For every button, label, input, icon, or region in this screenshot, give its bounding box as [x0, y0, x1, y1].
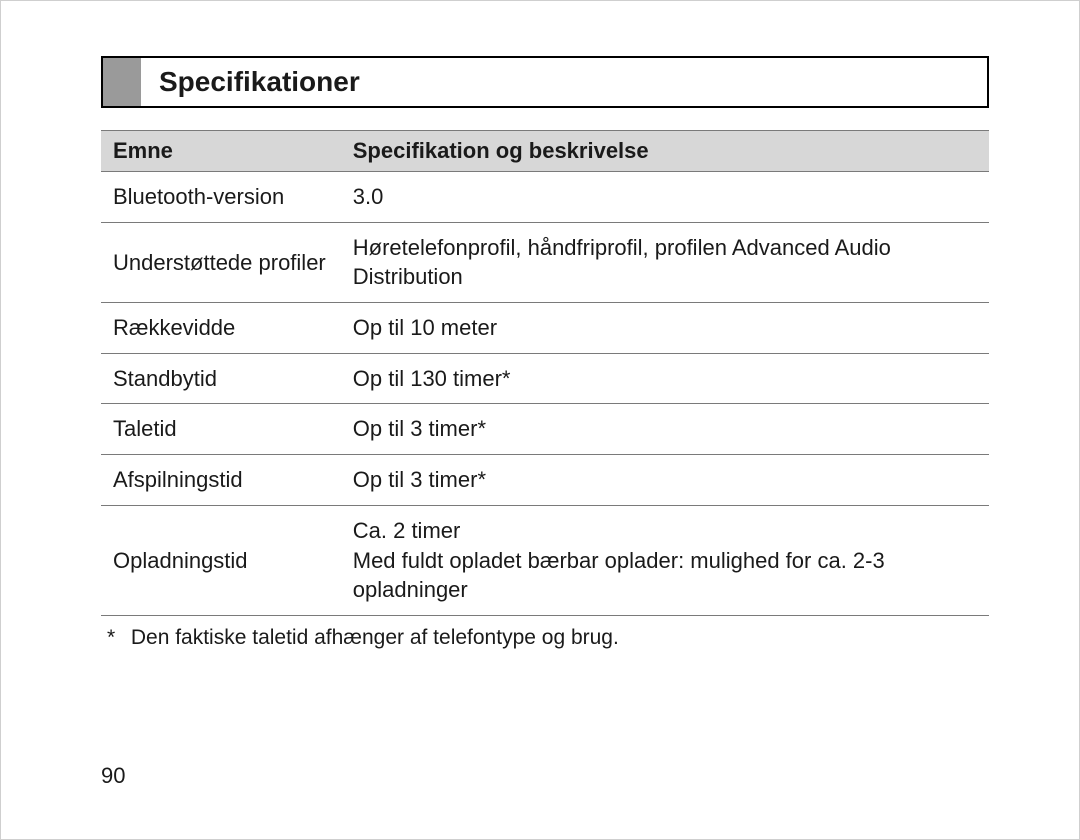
spec-value: Ca. 2 timerMed fuldt opladet bærbar opla…: [341, 505, 989, 615]
specifications-table: Emne Specifikation og beskrivelse Blueto…: [101, 130, 989, 616]
section-title: Specifikationer: [141, 58, 360, 106]
spec-value: Op til 130 timer*: [341, 353, 989, 404]
col-header-description: Specifikation og beskrivelse: [341, 131, 989, 172]
spec-value: 3.0: [341, 172, 989, 223]
title-accent-block: [103, 58, 141, 106]
spec-key: Opladningstid: [101, 505, 341, 615]
spec-value: Op til 10 meter: [341, 303, 989, 354]
table-row: Opladningstid Ca. 2 timerMed fuldt oplad…: [101, 505, 989, 615]
spec-key: Taletid: [101, 404, 341, 455]
spec-key: Rækkevidde: [101, 303, 341, 354]
footnote: * Den faktiske taletid afhænger af telef…: [101, 626, 989, 650]
spec-value: Høretelefonprofil, håndfriprofil, profil…: [341, 222, 989, 302]
table-row: Standbytid Op til 130 timer*: [101, 353, 989, 404]
footnote-text: Den faktiske taletid afhænger af telefon…: [131, 626, 619, 649]
spec-key: Standbytid: [101, 353, 341, 404]
table-row: Understøttede profiler Høretelefonprofil…: [101, 222, 989, 302]
spec-value: Op til 3 timer*: [341, 404, 989, 455]
col-header-subject: Emne: [101, 131, 341, 172]
table-row: Afspilningstid Op til 3 timer*: [101, 455, 989, 506]
section-title-bar: Specifikationer: [101, 56, 989, 108]
manual-page: Specifikationer Emne Specifikation og be…: [0, 0, 1080, 840]
spec-value: Op til 3 timer*: [341, 455, 989, 506]
table-row: Taletid Op til 3 timer*: [101, 404, 989, 455]
spec-key: Bluetooth-version: [101, 172, 341, 223]
table-header-row: Emne Specifikation og beskrivelse: [101, 131, 989, 172]
table-row: Bluetooth-version 3.0: [101, 172, 989, 223]
spec-key: Afspilningstid: [101, 455, 341, 506]
footnote-marker: *: [107, 626, 125, 650]
page-number: 90: [101, 763, 125, 789]
table-row: Rækkevidde Op til 10 meter: [101, 303, 989, 354]
spec-key: Understøttede profiler: [101, 222, 341, 302]
